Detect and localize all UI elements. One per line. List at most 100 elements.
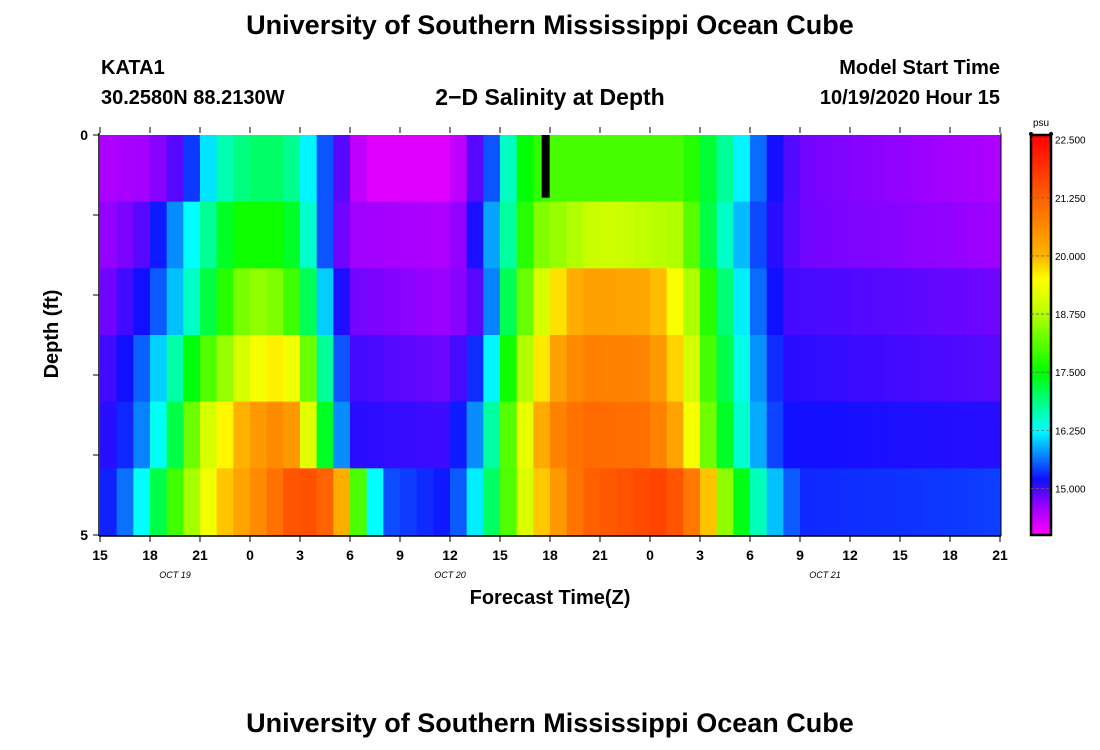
date-label: OCT 20 — [434, 570, 466, 580]
heatmap-cell — [316, 201, 334, 269]
heatmap-cell — [633, 135, 651, 203]
heatmap-cell — [966, 335, 984, 403]
heatmap-cell — [600, 268, 618, 336]
chart-subtitle: 2−D Salinity at Depth — [435, 84, 665, 110]
x-tick-label: 21 — [992, 547, 1008, 563]
heatmap-cell — [466, 268, 484, 336]
heatmap-cell — [800, 401, 818, 469]
heatmap-cell — [633, 268, 651, 336]
heatmap-cell — [600, 468, 618, 536]
heatmap-cell — [533, 335, 551, 403]
heatmap-cell — [300, 201, 318, 269]
heatmap-cell — [650, 335, 668, 403]
heatmap-cell — [133, 201, 151, 269]
heatmap-cell — [500, 268, 518, 336]
heatmap-cell — [216, 335, 234, 403]
footer-title: University of Southern Mississippi Ocean… — [246, 708, 854, 738]
heatmap-cell — [366, 201, 384, 269]
heatmap-cell — [400, 201, 418, 269]
heatmap-cell — [916, 135, 934, 203]
heatmap-cell — [200, 335, 218, 403]
heatmap-cell — [250, 468, 268, 536]
heatmap-cell — [916, 468, 934, 536]
x-tick-label: 9 — [796, 547, 804, 563]
heatmap-cell — [366, 335, 384, 403]
heatmap-cell — [966, 468, 984, 536]
colorbar-tick-label: 15.000 — [1055, 484, 1086, 495]
heatmap-cell — [133, 335, 151, 403]
heatmap-cell — [750, 268, 768, 336]
heatmap-cell — [266, 468, 284, 536]
x-tick-label: 6 — [746, 547, 754, 563]
heatmap-cell — [166, 201, 184, 269]
heatmap-cell — [400, 401, 418, 469]
heatmap-cell — [950, 468, 968, 536]
heatmap-cell — [766, 268, 784, 336]
heatmap-cell — [883, 468, 901, 536]
heatmap-cell — [900, 201, 918, 269]
heatmap-cell — [950, 201, 968, 269]
heatmap-cell — [683, 335, 701, 403]
heatmap-cell — [666, 401, 684, 469]
heatmap-cell — [550, 335, 568, 403]
heatmap-cell — [700, 335, 718, 403]
heatmap-cell — [816, 468, 834, 536]
heatmap-cell — [250, 335, 268, 403]
heatmap-cell — [150, 401, 168, 469]
heatmap-cell — [833, 335, 851, 403]
model-start-label: Model Start Time — [839, 57, 1000, 79]
heatmap-cell — [133, 268, 151, 336]
heatmap-cell — [316, 268, 334, 336]
heatmap-cell — [583, 401, 601, 469]
heatmap-cell — [300, 135, 318, 203]
heatmap-cell — [816, 335, 834, 403]
heatmap-cell — [583, 268, 601, 336]
heatmap-cell — [500, 401, 518, 469]
heatmap-cell — [700, 135, 718, 203]
heatmap-cell — [933, 468, 951, 536]
heatmap-cell — [266, 335, 284, 403]
heatmap-cell — [883, 201, 901, 269]
heatmap-cell — [166, 135, 184, 203]
heatmap-cell — [633, 335, 651, 403]
heatmap-cell — [516, 401, 534, 469]
top-layer-marker — [541, 135, 550, 198]
x-tick-label: 12 — [842, 547, 858, 563]
heatmap-cell — [133, 468, 151, 536]
heatmap-cell — [566, 201, 584, 269]
heatmap-cell — [550, 401, 568, 469]
heatmap-cell — [883, 135, 901, 203]
heatmap-cell — [833, 135, 851, 203]
heatmap-cell — [866, 401, 884, 469]
heatmap-cell — [516, 468, 534, 536]
heatmap-cell — [650, 201, 668, 269]
heatmap-cell — [316, 335, 334, 403]
heatmap-cell — [666, 335, 684, 403]
heatmap-cell — [450, 201, 468, 269]
heatmap-cell — [700, 401, 718, 469]
x-tick-label: 21 — [192, 547, 208, 563]
heatmap-cell — [733, 468, 751, 536]
heatmap-cell — [250, 401, 268, 469]
heatmap-cell — [150, 135, 168, 203]
colorbar-unit: psu — [1033, 118, 1049, 129]
heatmap-cell — [350, 468, 368, 536]
heatmap-cell — [100, 468, 118, 536]
heatmap-cell — [933, 201, 951, 269]
heatmap-cell — [566, 268, 584, 336]
heatmap-cell — [716, 268, 734, 336]
heatmap-cell — [683, 468, 701, 536]
heatmap-cell — [533, 268, 551, 336]
heatmap-cell — [416, 468, 434, 536]
heatmap-cell — [483, 468, 501, 536]
heatmap-cell — [150, 268, 168, 336]
x-tick-label: 15 — [92, 547, 108, 563]
heatmap-cell — [183, 335, 201, 403]
x-tick-label: 9 — [396, 547, 404, 563]
heatmap-cell — [316, 468, 334, 536]
heatmap-cell — [216, 401, 234, 469]
heatmap-cell — [433, 201, 451, 269]
heatmap-cell — [616, 135, 634, 203]
heatmap-cell — [300, 335, 318, 403]
